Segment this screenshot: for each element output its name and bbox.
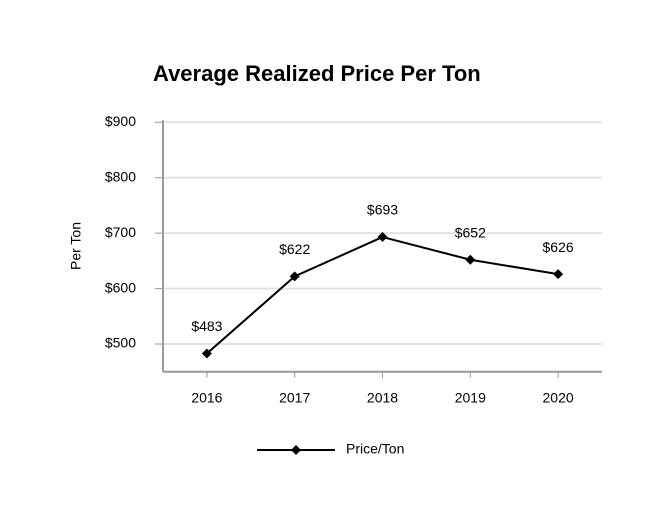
y-axis-label: Per Ton (68, 222, 84, 270)
chart-title: Average Realized Price Per Ton (153, 61, 481, 86)
data-label: $626 (543, 239, 574, 255)
x-tick-label: 2016 (191, 389, 222, 405)
y-tick-label: $900 (105, 113, 136, 129)
legend-label: Price/Ton (346, 441, 404, 457)
data-label: $652 (455, 224, 486, 240)
data-label: $693 (367, 202, 398, 218)
legend-marker (291, 445, 301, 455)
x-tick-label: 2019 (455, 389, 486, 405)
y-tick-label: $800 (105, 168, 136, 184)
y-tick-label: $500 (105, 335, 136, 351)
x-tick-label: 2020 (543, 389, 574, 405)
marker (377, 232, 388, 243)
x-tick-label: 2017 (279, 389, 310, 405)
marker (201, 348, 212, 359)
y-tick-label: $700 (105, 224, 136, 240)
data-label: $622 (279, 241, 310, 257)
marker (465, 254, 476, 265)
x-tick-label: 2018 (367, 389, 398, 405)
y-tick-label: $600 (105, 279, 136, 295)
marker (553, 269, 564, 280)
marker (289, 271, 300, 282)
data-label: $483 (191, 318, 222, 334)
